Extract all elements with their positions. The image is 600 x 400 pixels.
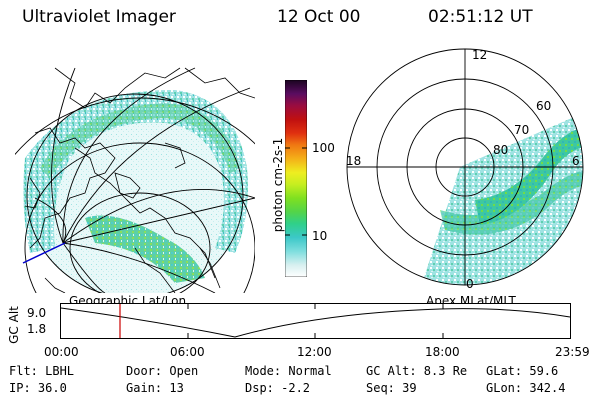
info-ip: IP: 36.0 — [9, 381, 67, 395]
info-gain: Gain: 13 — [126, 381, 184, 395]
altitude-xtick-2359: 23:59 — [555, 345, 590, 359]
time-label: 02:51:12 UT — [428, 7, 533, 27]
info-glat: GLat: 59.6 — [486, 364, 559, 378]
altitude-ytick-high: 9.0 — [27, 306, 47, 320]
info-flt: Flt: LBHL — [9, 364, 75, 378]
altitude-axis-label: GC Alt — [7, 306, 21, 344]
colorbar-unit-label: photon cm-2s-1 — [271, 137, 285, 233]
colorbar — [285, 80, 307, 277]
geographic-image — [15, 67, 255, 293]
info-dsp: Dsp: -2.2 — [245, 381, 311, 395]
date-label: 12 Oct 00 — [277, 7, 361, 27]
info-mode: Mode: Normal — [245, 364, 332, 378]
mlat-label-70: 70 — [514, 123, 529, 137]
info-seq: Seq: 39 — [366, 381, 417, 395]
altitude-ytick-low: 1.8 — [27, 322, 47, 336]
altitude-plot — [60, 303, 571, 339]
mlt-label-18: 18 — [346, 154, 361, 168]
mlat-mlt-polar-plot: 12 18 6 0 60 70 80 — [346, 48, 584, 290]
altitude-xtick-1800: 18:00 — [425, 345, 460, 359]
mlt-label-6: 6 — [572, 154, 580, 168]
colorbar-tick-100: 100 — [312, 141, 335, 155]
info-gc-alt: GC Alt: 8.3 Re — [366, 364, 468, 378]
mlt-label-12: 12 — [472, 48, 487, 62]
instrument-title: Ultraviolet Imager — [22, 7, 176, 27]
mlat-label-80: 80 — [493, 143, 508, 157]
altitude-xtick-1200: 12:00 — [297, 345, 332, 359]
info-door: Door: Open — [126, 364, 199, 378]
mlt-label-0: 0 — [466, 277, 474, 290]
altitude-xtick-0000: 00:00 — [44, 345, 79, 359]
altitude-xtick-0600: 06:00 — [170, 345, 205, 359]
mlat-label-60: 60 — [536, 99, 551, 113]
colorbar-tick-10: 10 — [312, 229, 328, 243]
info-glon: GLon: 342.4 — [486, 381, 566, 395]
